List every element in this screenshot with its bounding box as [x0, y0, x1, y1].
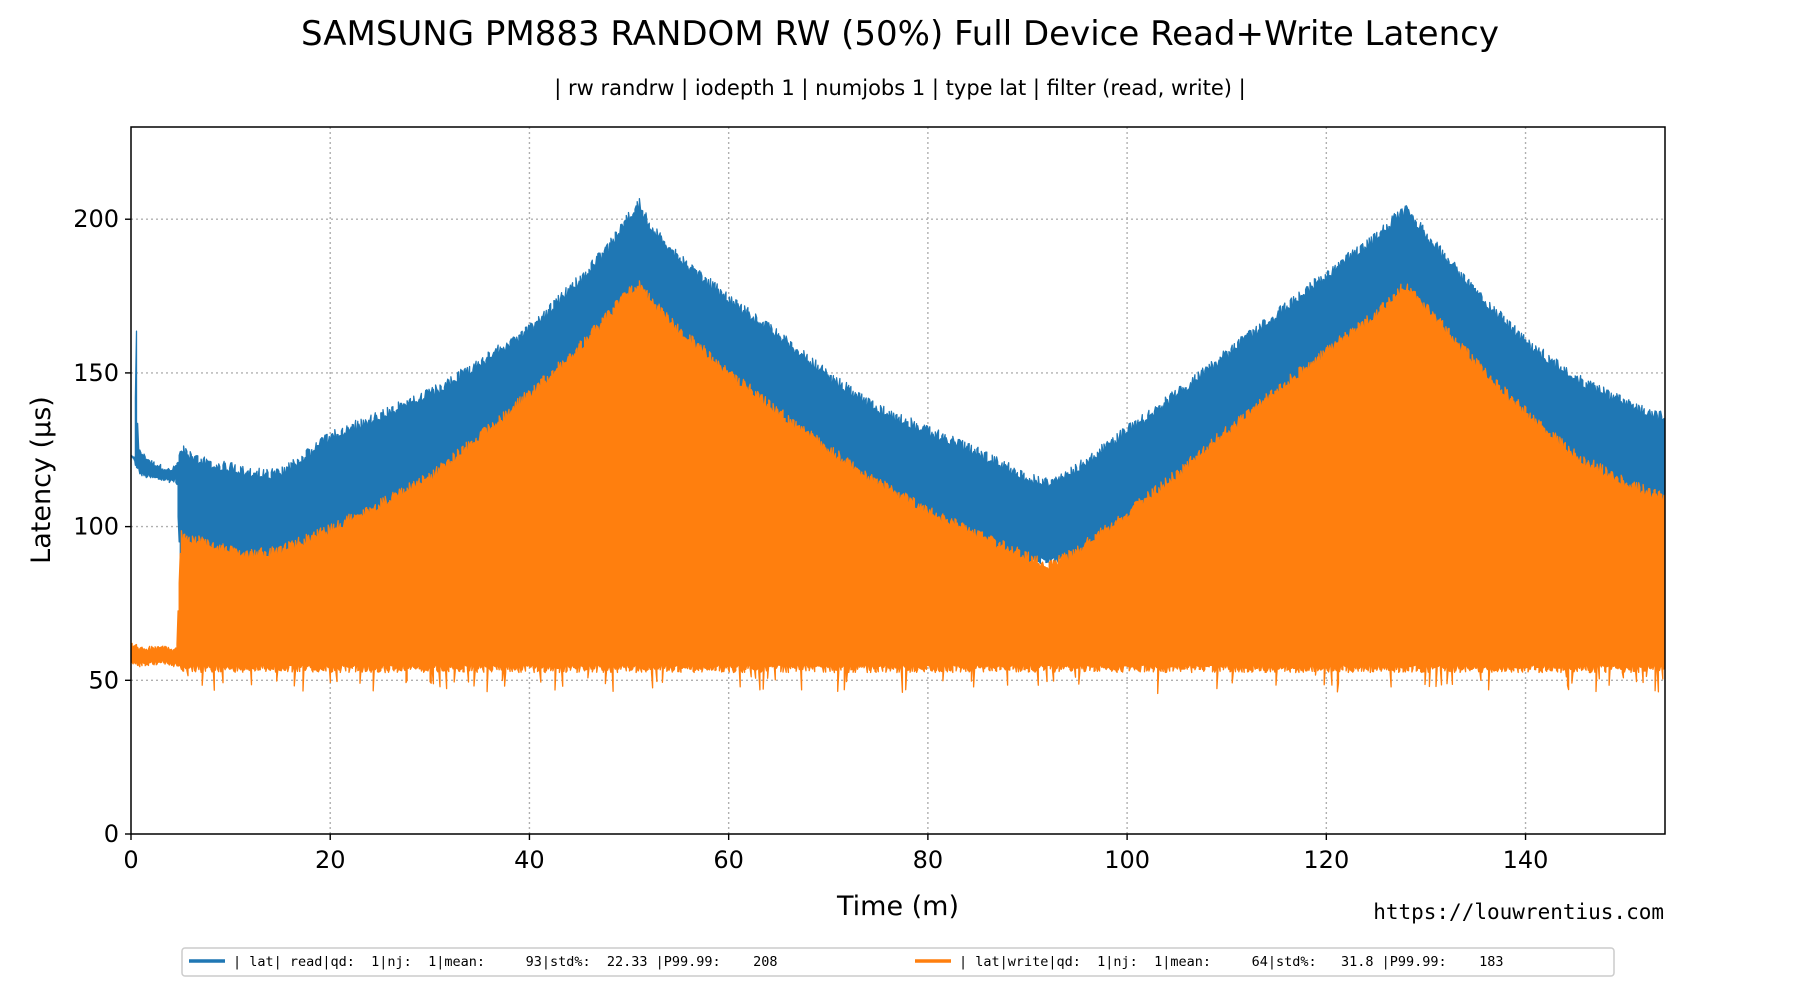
legend-entry-read: | lat| read|qd: 1|nj: 1|mean: 93|std%: 2…	[233, 954, 778, 970]
x-tick-label: 120	[1303, 846, 1349, 874]
chart-title: SAMSUNG PM883 RANDOM RW (50%) Full Devic…	[301, 14, 1499, 54]
x-axis: 0 20 40 60 80 100 120 140	[123, 834, 1548, 874]
x-tick-label: 60	[713, 846, 744, 874]
x-tick-label: 0	[123, 846, 138, 874]
x-tick-label: 100	[1104, 846, 1150, 874]
y-tick-label: 50	[88, 666, 119, 694]
y-tick-label: 150	[73, 359, 119, 387]
y-tick-label: 200	[73, 205, 119, 233]
x-tick-label: 20	[315, 846, 346, 874]
chart-subtitle: | rw randrw | iodepth 1 | numjobs 1 | ty…	[554, 76, 1245, 101]
x-tick-label: 80	[913, 846, 944, 874]
y-tick-label: 0	[104, 820, 119, 848]
legend-entry-write: | lat|write|qd: 1|nj: 1|mean: 64|std%: 3…	[959, 954, 1504, 970]
plot-frame	[130, 126, 1666, 835]
series-line-write	[131, 280, 1665, 695]
series-layer	[131, 197, 1665, 695]
watermark: https://louwrentius.com	[1373, 900, 1664, 924]
legend: | lat| read|qd: 1|nj: 1|mean: 93|std%: 2…	[181, 947, 1615, 977]
x-axis-label: Time (m)	[836, 891, 959, 922]
y-tick-label: 100	[73, 513, 119, 541]
x-tick-label: 140	[1503, 846, 1549, 874]
y-axis-label: Latency (µs)	[26, 396, 57, 564]
y-axis: 0 50 100 150 200	[73, 205, 131, 848]
x-tick-label: 40	[514, 846, 545, 874]
legend-box	[181, 947, 1615, 977]
